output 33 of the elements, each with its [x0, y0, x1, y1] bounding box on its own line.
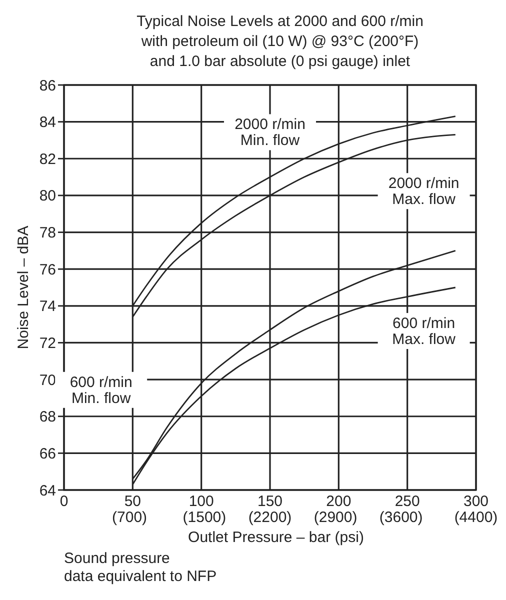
y-tick-label: 84: [39, 114, 56, 132]
y-tick-label: 76: [39, 261, 56, 278]
y-tick-label: 78: [39, 224, 56, 242]
x2-tick-label: (700): [112, 509, 148, 526]
x-tick-label: 100: [188, 493, 214, 510]
x-tick-label: 50: [124, 493, 142, 510]
x-tick-label: 150: [257, 493, 283, 510]
y-tick-label: 70: [39, 372, 56, 389]
x-tick-label: 200: [326, 493, 352, 510]
text: Sound pressure data equivalent to NFP: [64, 550, 217, 585]
series-label: 2000 r/min Max. flow: [388, 175, 460, 208]
series-label: 600 r/min Max. flow: [392, 315, 456, 348]
y-tick-label: 86: [39, 77, 56, 94]
x-tick-label: 300: [463, 493, 489, 510]
x2-tick-label: (2200): [248, 509, 292, 526]
x2-tick-label: (4400): [454, 509, 498, 526]
chart-title: Typical Noise Levels at 2000 and 600 r/min with petroleum oil (10 W) @ 93°C (200°F) and 1.0 bar absolute (0 psi gauge) inlet: [136, 13, 424, 70]
y-tick-label: 74: [39, 298, 56, 316]
x-tick-label: 0: [60, 493, 68, 510]
x-axis-title: Outlet Pressure – bar (psi): [188, 529, 364, 546]
x2-tick-label: (3600): [379, 509, 423, 526]
x2-tick-label: (1500): [182, 509, 226, 526]
y-tick-label: 82: [39, 150, 56, 168]
y-tick-label: 66: [39, 445, 56, 462]
x2-tick-label: (2900): [314, 509, 358, 526]
text: 600 r/min Min. flow: [70, 374, 132, 407]
series-label: 2000 r/min Min. flow: [234, 116, 306, 150]
y-tick-label: 80: [39, 188, 56, 205]
x-tick-label: 250: [394, 493, 420, 510]
y-axis-title: Noise Level – dBA: [15, 226, 32, 350]
y-tick-label: 68: [39, 408, 56, 426]
y-tick-label: 72: [39, 334, 56, 352]
y-tick-label: 64: [39, 482, 56, 500]
